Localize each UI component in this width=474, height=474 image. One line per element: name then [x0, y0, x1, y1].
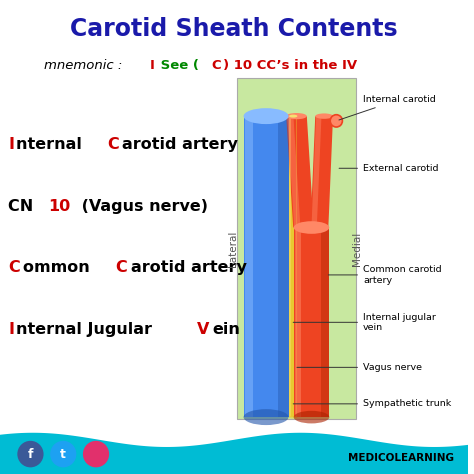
Bar [321, 228, 329, 417]
Text: I: I [9, 322, 14, 337]
Text: nternal Jugular: nternal Jugular [16, 322, 158, 337]
Text: Internal carotid: Internal carotid [339, 95, 436, 120]
Bar [295, 228, 301, 417]
Bar [278, 116, 289, 417]
Text: nternal: nternal [16, 137, 88, 152]
Ellipse shape [289, 115, 298, 118]
Text: Vagus nerve: Vagus nerve [297, 363, 422, 372]
Polygon shape [287, 116, 301, 228]
Ellipse shape [289, 416, 298, 419]
Bar [246, 116, 253, 417]
Polygon shape [286, 116, 314, 228]
Text: C: C [9, 260, 20, 275]
Text: ein: ein [212, 322, 240, 337]
Text: CN: CN [9, 199, 39, 214]
Polygon shape [311, 116, 321, 228]
Text: Sympathetic trunk: Sympathetic trunk [293, 400, 451, 408]
Ellipse shape [294, 221, 329, 234]
Text: Carotid Sheath Contents: Carotid Sheath Contents [71, 17, 398, 41]
Text: V: V [197, 322, 209, 337]
Ellipse shape [315, 113, 333, 119]
Text: Medial: Medial [352, 232, 362, 266]
Text: MEDICOLEARNING: MEDICOLEARNING [348, 453, 455, 464]
Text: arotid artery: arotid artery [122, 137, 238, 152]
Text: 10: 10 [48, 199, 70, 214]
Text: I: I [150, 59, 155, 72]
Text: Internal jugular
vein: Internal jugular vein [293, 313, 436, 332]
Circle shape [83, 441, 109, 467]
Text: Common carotid
artery: Common carotid artery [328, 265, 442, 284]
Circle shape [330, 115, 342, 127]
Text: t: t [60, 447, 66, 461]
FancyBboxPatch shape [237, 78, 356, 419]
Ellipse shape [244, 409, 289, 425]
Ellipse shape [286, 113, 307, 119]
Text: C: C [116, 260, 128, 275]
Text: Lateral: Lateral [228, 231, 238, 267]
Bar [294, 228, 329, 417]
Text: I: I [9, 137, 14, 152]
Text: C: C [211, 59, 220, 72]
Circle shape [50, 441, 76, 467]
Text: External carotid: External carotid [339, 164, 438, 173]
Text: arotid artery: arotid artery [131, 260, 246, 275]
Text: ) 10 CC’s in the IV: ) 10 CC’s in the IV [223, 59, 357, 72]
Text: C: C [107, 137, 119, 152]
Bar [244, 116, 289, 417]
Polygon shape [310, 116, 333, 228]
Polygon shape [0, 433, 468, 474]
Text: See (: See ( [156, 59, 199, 72]
Text: f: f [27, 447, 33, 461]
Bar [296, 116, 298, 417]
Text: mnemonic :: mnemonic : [45, 59, 127, 72]
Ellipse shape [294, 411, 329, 423]
Text: (Vagus nerve): (Vagus nerve) [76, 199, 208, 214]
Ellipse shape [244, 108, 289, 124]
Text: ommon: ommon [23, 260, 96, 275]
Circle shape [18, 441, 44, 467]
Bar [289, 116, 298, 417]
Bar [289, 116, 291, 417]
